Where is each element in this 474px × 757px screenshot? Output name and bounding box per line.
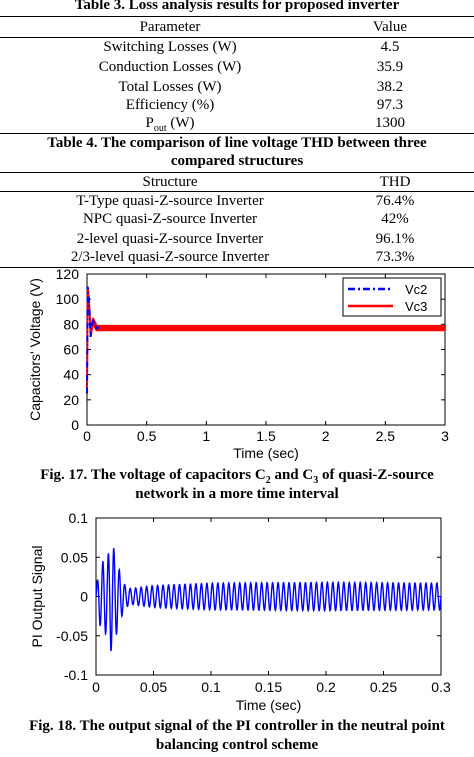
fig18-chart: 0 0.05 0.1 0.15 0.2 0.25 0.3 -0.1 -0.05 0 0.05 0.1 T… (29, 510, 451, 713)
x-axis-label: Time (sec) (236, 697, 302, 713)
table4-top-rule (0, 172, 474, 173)
table4-row-structure: T-Type quasi-Z-source Inverter (76, 193, 264, 209)
table4-row-structure: 2/3-level quasi-Z-source Inverter (70, 249, 270, 265)
table4-title-line2: compared structures (170, 153, 304, 169)
pout-subscript: out (153, 123, 167, 134)
legend-box (342, 277, 442, 317)
table3-bottom-rule (0, 133, 474, 134)
x-tick-label: 2 (322, 428, 330, 444)
x-tick-label: 0.25 (370, 679, 397, 695)
table3-row-value: 1300 (375, 115, 405, 131)
table4-row-thd: 42% (381, 211, 409, 227)
y-tick-label: 0.05 (61, 549, 88, 565)
x-tick-label: 0.15 (255, 679, 282, 695)
x-tick-label: 1.5 (256, 428, 276, 444)
table3-row-value: 97.3 (376, 97, 404, 113)
y-tick-label: -0.1 (64, 667, 88, 683)
table4-row-thd: 73.3% (375, 249, 415, 265)
y-tick-label: 40 (63, 367, 79, 383)
series-line-pi-output (95, 547, 442, 652)
fig18-caption-line2: balancing control scheme (155, 737, 319, 753)
fig17-caption-line2: network in a more time interval (135, 486, 339, 502)
table3-header-rule (0, 37, 474, 38)
x-tick-label: 0.5 (137, 428, 157, 444)
table3-row-param: Conduction Losses (W) (98, 59, 242, 75)
y-tick-label: -0.05 (56, 628, 88, 644)
table4-row-structure: 2-level quasi-Z-source Inverter (76, 231, 264, 247)
caption-subscript: 2 (265, 475, 271, 486)
x-axis-label: Time (sec) (233, 445, 299, 461)
x-tick-label: 3 (441, 428, 449, 444)
legend-label-vc2: Vc2 (405, 282, 427, 297)
y-tick-label: 60 (63, 342, 79, 358)
x-tick-label: 0.2 (316, 679, 336, 695)
table3-top-rule (0, 16, 474, 17)
table3-title: Table 3. Loss analysis results for propo… (74, 0, 400, 13)
table4-row-structure: NPC quasi-Z-source Inverter (82, 211, 258, 227)
series-line-vc2 (86, 286, 100, 394)
table4-header-thd: THD (379, 174, 411, 190)
table3-row-param: Switching Losses (W) (103, 39, 237, 55)
fig17-chart: 0 0.5 1 1.5 2 2.5 3 0 20 40 60 80 100 120 Time (sec) Ca… (27, 268, 449, 461)
series-line-vc3 (86, 289, 446, 394)
table4-header-rule (0, 191, 474, 192)
table4-row-thd: 76.4% (375, 193, 415, 209)
caption-subscript: 3 (313, 475, 319, 486)
x-tick-label: 2.5 (376, 428, 396, 444)
y-tick-label: 120 (56, 268, 80, 282)
y-tick-label: 80 (63, 316, 79, 332)
y-tick-label: 20 (63, 392, 79, 408)
y-tick-label: 100 (56, 291, 80, 307)
table4-bottom-rule (0, 267, 474, 268)
y-tick-label: 0 (80, 589, 88, 605)
table3-header-value: Value (372, 19, 408, 35)
table3-row-param: Total Losses (W) (118, 79, 222, 95)
table4-header-structure: Structure (142, 174, 198, 190)
x-tick-label: 1 (202, 428, 210, 444)
table3-row-value: 35.9 (376, 59, 404, 75)
pout-symbol: P (145, 115, 154, 131)
pout-unit: (W) (166, 115, 195, 131)
table4-row-thd: 96.1% (375, 231, 415, 247)
y-tick-label: 0.1 (69, 510, 89, 526)
table3-row-pout: Pout (W) (30, 114, 310, 138)
x-tick-label: 0 (83, 428, 91, 444)
table3-row-value: 38.2 (376, 79, 404, 95)
legend-label-vc3: Vc3 (405, 299, 427, 314)
x-tick-label: 0.3 (431, 679, 451, 695)
x-tick-label: 0.05 (140, 679, 167, 695)
table3-row-param: Efficiency (%) (125, 97, 215, 113)
caption-text: of quasi-Z-source (318, 467, 434, 483)
y-tick-label: 0 (71, 417, 79, 433)
y-axis-label: PI Output Signal (29, 546, 45, 648)
fig18-caption-line1: Fig. 18. The output signal of the PI con… (29, 718, 445, 734)
y-axis-label: Capacitors' Voltage (V) (27, 278, 43, 421)
table3-header-parameter: Parameter (139, 19, 201, 35)
x-tick-label: 0 (92, 679, 100, 695)
caption-text: and C (270, 467, 314, 483)
table4-title-line1: Table 4. The comparison of line voltage … (47, 135, 427, 151)
table3-row-value: 4.5 (380, 39, 400, 55)
fig17-caption-line1: Fig. 17. The voltage of capacitors C2 an… (0, 466, 474, 490)
x-tick-label: 0.1 (201, 679, 221, 695)
caption-text: Fig. 17. The voltage of capacitors C (40, 467, 266, 483)
